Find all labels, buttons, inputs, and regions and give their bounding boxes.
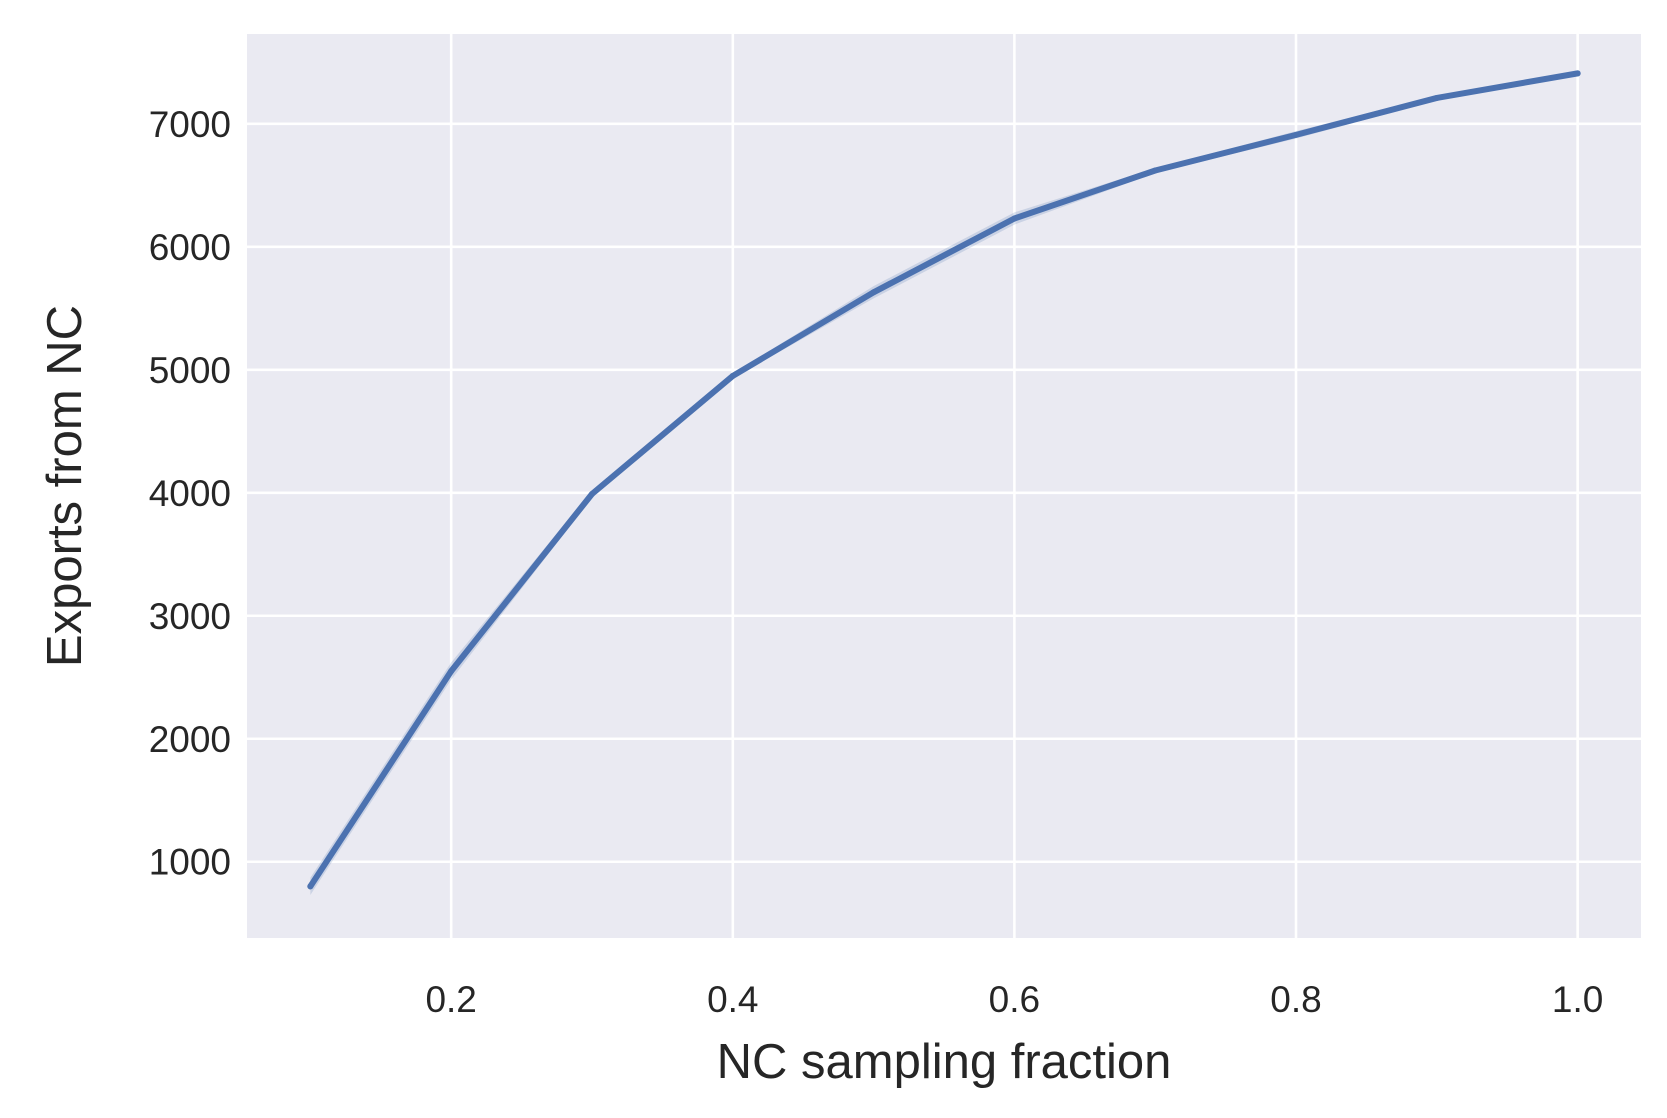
x-tick-label: 0.6 [989, 979, 1040, 1020]
x-tick-label: 1.0 [1552, 979, 1603, 1020]
series-line [307, 70, 1581, 890]
x-tick-labels: 0.2 0.4 0.6 0.8 1.0 [425, 979, 1603, 1020]
y-tick-label: 6000 [149, 227, 231, 268]
data-point [448, 668, 455, 675]
data-point [1433, 94, 1440, 101]
series-line-layer [307, 70, 1581, 890]
x-tick-label: 0.8 [1270, 979, 1321, 1020]
x-tick-label: 0.4 [707, 979, 758, 1020]
data-point [1152, 167, 1159, 174]
data-point [307, 883, 314, 890]
data-point [1293, 131, 1300, 138]
data-point [588, 490, 595, 497]
plot-background [247, 34, 1641, 938]
x-tick-label: 0.2 [425, 979, 476, 1020]
y-tick-label: 7000 [149, 104, 231, 145]
y-tick-label: 2000 [149, 719, 231, 760]
data-point [1011, 215, 1018, 222]
grid-lines [247, 34, 1641, 938]
y-tick-label: 4000 [149, 473, 231, 514]
data-point [870, 289, 877, 296]
y-tick-label: 3000 [149, 596, 231, 637]
y-axis-label: Exports from NC [38, 305, 92, 667]
data-point [729, 372, 736, 379]
y-tick-label: 1000 [149, 842, 231, 883]
data-point [1574, 70, 1581, 77]
y-tick-label: 5000 [149, 350, 231, 391]
x-axis-label: NC sampling fraction [717, 1035, 1172, 1089]
y-tick-labels: 1000 2000 3000 4000 5000 6000 7000 [149, 104, 231, 883]
